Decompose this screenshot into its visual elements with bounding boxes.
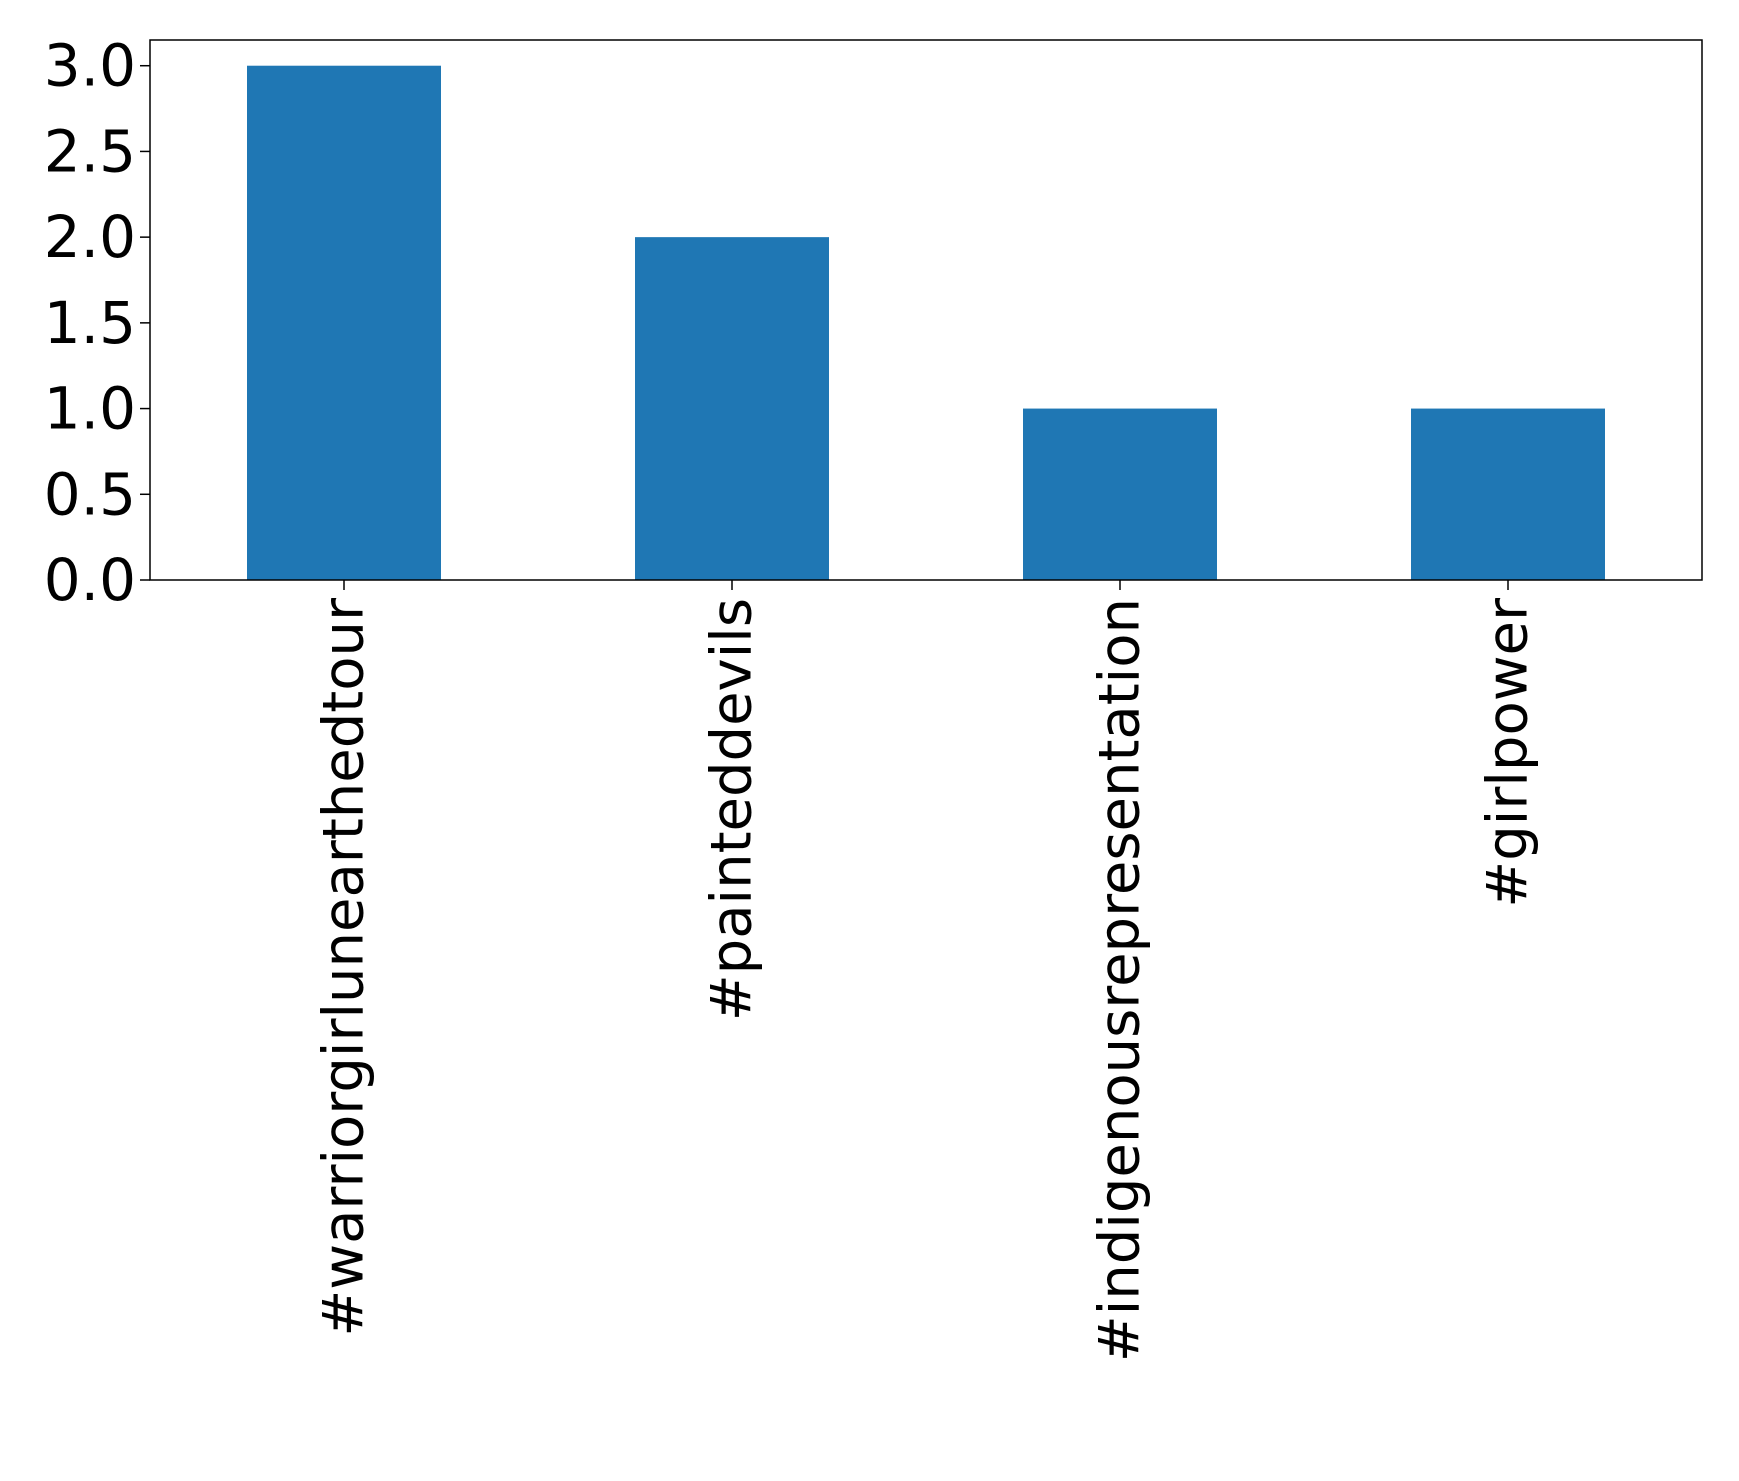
bar-painteddevils	[635, 237, 829, 580]
y-axis: 0.0 0.5 1.0 1.5 2.0 2.5 3.0	[44, 32, 150, 614]
y-tick-label: 1.5	[44, 289, 136, 357]
bars-group	[247, 65, 1605, 580]
y-tick-label: 0.0	[44, 546, 136, 614]
bar-indigenousrepresentation	[1023, 408, 1217, 580]
bar-girlpower	[1411, 408, 1605, 580]
y-tick-label: 2.0	[44, 203, 136, 271]
plot-frame	[149, 39, 1703, 581]
x-tick-label: #indigenousrepresentation	[1088, 598, 1153, 1362]
y-tick-label: 2.5	[44, 117, 136, 185]
y-tick-label: 1.0	[44, 375, 136, 443]
x-tick-label: #warriorgirlunearthedtour	[312, 597, 377, 1337]
x-axis: #warriorgirlunearthedtour #painteddevils #…	[312, 580, 1541, 1362]
bar-warriorgirlunearthedtour	[247, 65, 441, 580]
y-tick-label: 3.0	[44, 32, 136, 100]
x-tick-label: #painteddevils	[700, 598, 765, 1021]
y-tick-label: 0.5	[44, 460, 136, 528]
x-tick-label: #girlpower	[1476, 597, 1541, 908]
